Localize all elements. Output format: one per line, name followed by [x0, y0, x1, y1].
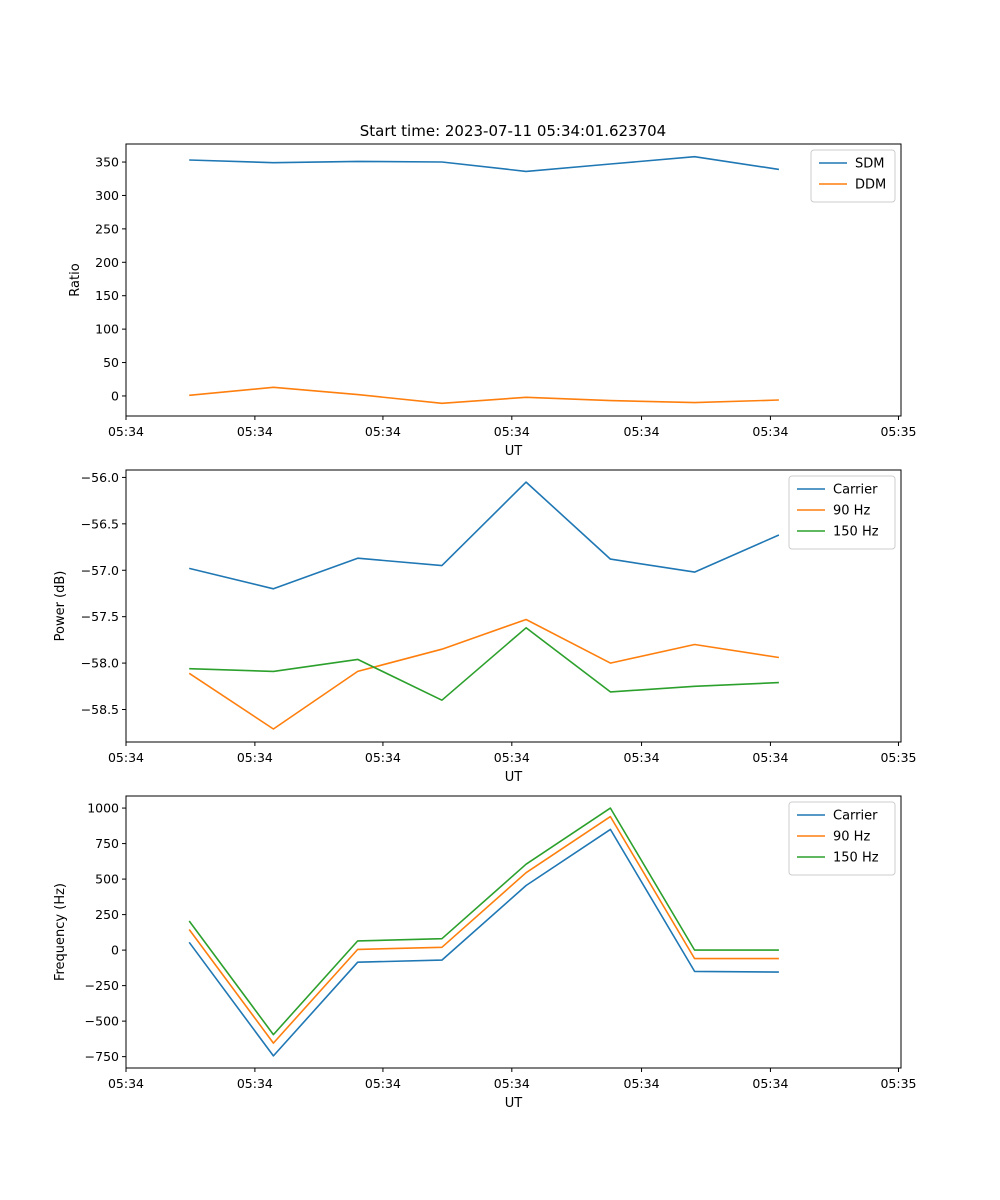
- power-legend-label: Carrier: [833, 483, 878, 498]
- ratio-ytick-label: 300: [95, 188, 119, 203]
- power-ytick-label: −57.0: [81, 563, 119, 578]
- frequency-xtick-label: 05:34: [365, 1076, 401, 1091]
- ratio-ytick-label: 50: [103, 355, 119, 370]
- ratio-series-ddm: [189, 386, 779, 405]
- frequency-ytick-label: 750: [95, 836, 119, 851]
- power-series-carrier: [189, 481, 780, 590]
- frequency-ytick-label: 250: [95, 907, 119, 922]
- frequency-xtick-label: 05:34: [752, 1076, 788, 1091]
- power-ytick-label: −58.0: [81, 656, 119, 671]
- power-ytick-label: −56.0: [81, 470, 119, 485]
- frequency-axes-frame: [125, 795, 902, 1069]
- power-ylabel: Power (dB): [53, 571, 68, 642]
- power-ytick-label: −56.5: [81, 516, 119, 531]
- ratio-xtick-label: 05:34: [108, 424, 144, 439]
- ratio-xlabel: UT: [505, 444, 523, 459]
- power-ytick-label: −58.5: [81, 702, 119, 717]
- ratio-xtick-label: 05:34: [494, 424, 530, 439]
- figure-title: Start time: 2023-07-11 05:34:01.623704: [360, 122, 666, 140]
- ratio-ylabel: Ratio: [68, 263, 83, 296]
- ratio-xtick-label: 05:35: [880, 424, 916, 439]
- frequency-ylabel: Frequency (Hz): [53, 883, 68, 981]
- ratio-legend-label: SDM: [855, 157, 884, 172]
- frequency-ytick-label: −500: [85, 1014, 119, 1029]
- power-legend-label: 90 Hz: [833, 504, 870, 519]
- frequency-ytick-label: 1000: [87, 801, 119, 816]
- power-ytick-label: −57.5: [81, 609, 119, 624]
- frequency-panel: −750 −500 −250 0 250 500 750 1000 05:34 05:34 05:3…: [53, 795, 916, 1111]
- frequency-legend-label: 90 Hz: [833, 830, 870, 845]
- ratio-ytick-label: 100: [95, 322, 119, 337]
- power-xtick-label: 05:34: [108, 750, 144, 765]
- ratio-xtick-label: 05:34: [624, 424, 660, 439]
- frequency-xlabel: UT: [505, 1096, 523, 1111]
- frequency-series-150-hz: [188, 807, 779, 1036]
- ratio-ytick-label: 0: [111, 388, 119, 403]
- ratio-axes-frame: [125, 143, 902, 417]
- power-xlabel: UT: [505, 770, 523, 785]
- power-series-150-hz: [189, 626, 779, 702]
- ratio-series-sdm: [189, 155, 780, 173]
- power-series-90-hz: [188, 618, 780, 730]
- ratio-ytick-label: 250: [95, 221, 119, 236]
- frequency-xtick-label: 05:34: [494, 1076, 530, 1091]
- frequency-legend-label: 150 Hz: [833, 851, 879, 866]
- ratio-xtick-label: 05:34: [752, 424, 788, 439]
- ratio-xtick-label: 05:34: [237, 424, 273, 439]
- power-xtick-label: 05:34: [494, 750, 530, 765]
- frequency-ytick-label: 500: [95, 872, 119, 887]
- frequency-series-carrier: [188, 828, 779, 1057]
- ratio-ytick-label: 200: [95, 255, 119, 270]
- power-axes-frame: [125, 469, 902, 743]
- ratio-panel: 0 50 100 150 200 250 300 350 05:34 05:34 05:34 05:3…: [68, 143, 916, 459]
- frequency-ytick-label: −750: [85, 1049, 119, 1064]
- frequency-xtick-label: 05:35: [880, 1076, 916, 1091]
- ratio-legend-label: DDM: [855, 178, 886, 193]
- frequency-ytick-label: −250: [85, 978, 119, 993]
- frequency-ytick-label: 0: [111, 943, 119, 958]
- power-xtick-label: 05:34: [752, 750, 788, 765]
- power-panel: −58.5 −58.0 −57.5 −57.0 −56.5 −56.0 05:34 05:34…: [53, 469, 916, 785]
- ratio-xtick-label: 05:34: [365, 424, 401, 439]
- frequency-series-90-hz: [188, 815, 779, 1044]
- power-xtick-label: 05:35: [880, 750, 916, 765]
- power-xtick-label: 05:34: [624, 750, 660, 765]
- frequency-legend-label: Carrier: [833, 809, 878, 824]
- power-xtick-label: 05:34: [365, 750, 401, 765]
- ratio-ytick-label: 350: [95, 155, 119, 170]
- frequency-xtick-label: 05:34: [237, 1076, 273, 1091]
- power-xtick-label: 05:34: [237, 750, 273, 765]
- ratio-ytick-label: 150: [95, 288, 119, 303]
- frequency-xtick-label: 05:34: [624, 1076, 660, 1091]
- power-legend-label: 150 Hz: [833, 525, 879, 540]
- frequency-xtick-label: 05:34: [108, 1076, 144, 1091]
